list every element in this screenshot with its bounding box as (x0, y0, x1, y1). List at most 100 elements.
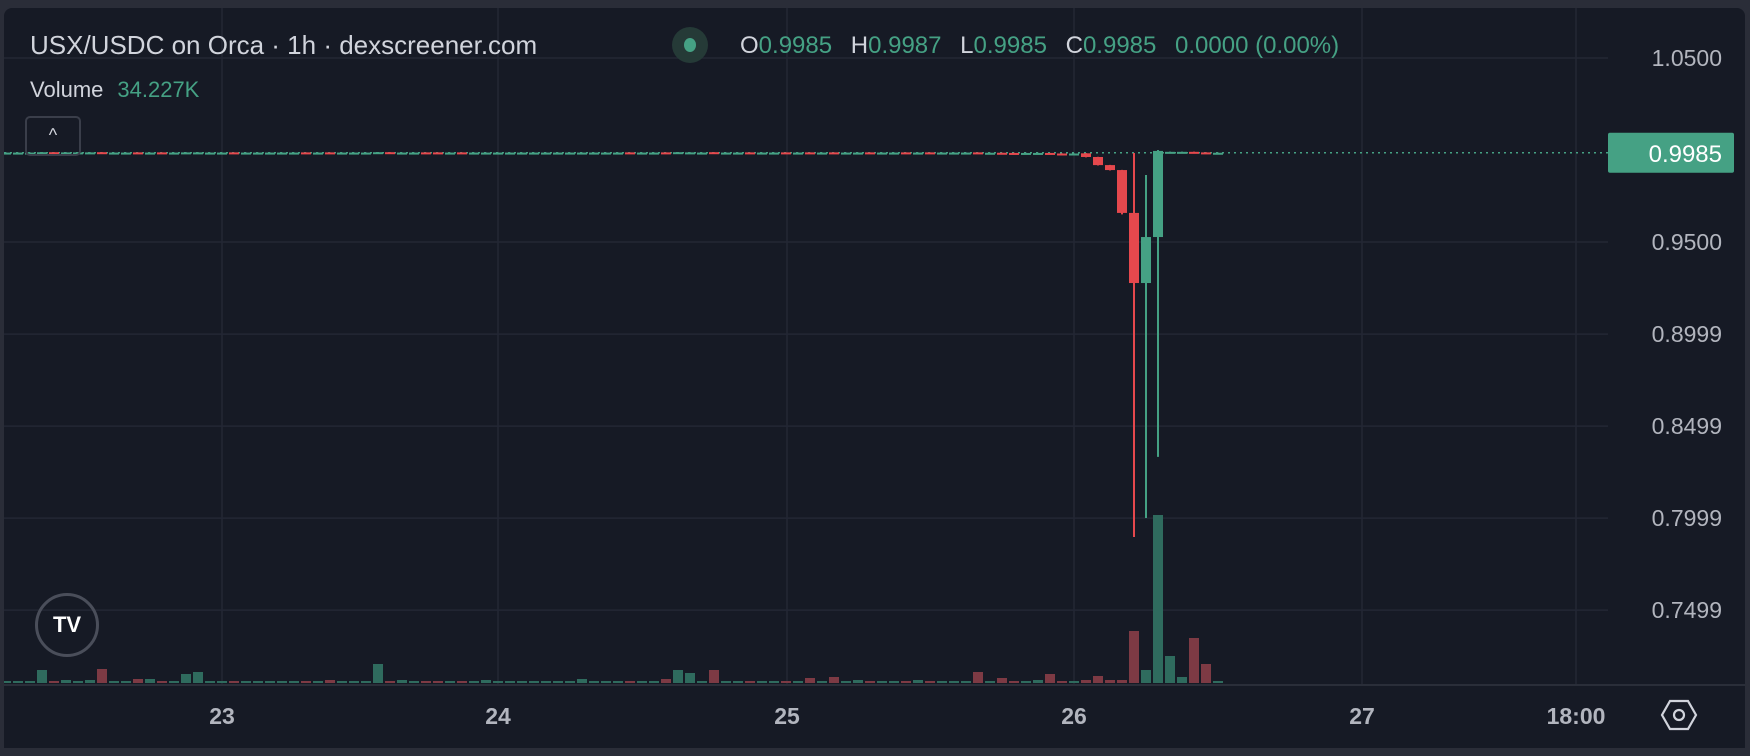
volume-bar (649, 681, 659, 683)
x-tick-label: 25 (774, 703, 800, 729)
candle-body (913, 152, 923, 155)
candle (541, 152, 551, 155)
volume-bar (589, 681, 599, 683)
candle-body (61, 152, 71, 155)
volume-bar (769, 681, 779, 683)
candle (937, 152, 947, 155)
volume-bar (145, 679, 155, 683)
candle (37, 152, 47, 155)
volume-bar (481, 680, 491, 683)
candle (1033, 152, 1043, 155)
candle-body (769, 152, 779, 155)
candle-body (1153, 150, 1163, 238)
volume-bar (289, 681, 299, 683)
volume-bar (277, 681, 287, 683)
y-tick-label: 1.0500 (1652, 45, 1722, 71)
y-tick-label: 0.8999 (1652, 321, 1722, 347)
candle-body (1009, 152, 1019, 155)
candle-body (265, 152, 275, 155)
volume-bar (109, 681, 119, 683)
volume-bar (361, 681, 371, 683)
candle-body (121, 152, 131, 155)
candle (733, 152, 743, 155)
tradingview-logo[interactable]: TV (35, 593, 99, 657)
volume-value: 34.227K (117, 77, 200, 102)
volume-bar (793, 681, 803, 683)
candle-body (205, 152, 215, 155)
x-tick-label: 18:00 (1547, 703, 1606, 729)
candle (949, 152, 959, 155)
candle (997, 152, 1007, 155)
candle (757, 152, 767, 155)
candle-body (25, 152, 35, 155)
candle-body (925, 152, 935, 155)
volume-bar (901, 681, 911, 683)
high-value: 0.9987 (868, 32, 942, 59)
candle-body (517, 152, 527, 155)
candle (913, 152, 923, 155)
candle (601, 152, 611, 155)
volume-bar (349, 681, 359, 683)
change-value: 0.0000 (0.00%) (1175, 32, 1340, 59)
candle-body (805, 152, 815, 155)
candle-body (1165, 151, 1175, 154)
candle-body (301, 152, 311, 155)
candle (805, 152, 815, 155)
volume-bar (313, 681, 323, 683)
candle (337, 152, 347, 155)
volume-bar (1045, 674, 1055, 683)
candle-body (1081, 153, 1091, 157)
volume-bar (1153, 515, 1163, 683)
candle (181, 152, 191, 155)
volume-bar (1093, 676, 1103, 683)
candle-body (937, 152, 947, 155)
candle-body (1105, 165, 1115, 171)
candle (673, 152, 683, 155)
volume-bar (217, 681, 227, 683)
volume-bar (85, 680, 95, 683)
candle (409, 152, 419, 155)
candle-body (709, 152, 719, 155)
y-tick-label: 0.9500 (1652, 229, 1722, 255)
candle (1045, 152, 1055, 155)
volume-bar (937, 681, 947, 683)
volume-bar (1177, 677, 1187, 683)
candle-body (1213, 152, 1223, 155)
candle-body (1201, 152, 1211, 155)
volume-bar (541, 681, 551, 683)
candle (577, 152, 587, 155)
settings-icon[interactable] (1660, 696, 1698, 734)
close-value: 0.9985 (1082, 32, 1157, 59)
candle (853, 152, 863, 155)
candle-body (469, 152, 479, 155)
chart-title: USX/USDC on Orca · 1h · dexscreener.com (30, 30, 538, 60)
candle-body (817, 152, 827, 155)
volume-bar (997, 678, 1007, 683)
candle (505, 152, 515, 155)
volume-bar (433, 681, 443, 683)
candle (493, 152, 503, 155)
volume-bar (493, 681, 503, 683)
ohlc-legend: O0.9985 H0.9987 L0.9985 C0.9985 0.0000 (… (740, 32, 1351, 60)
volume-bar (505, 681, 515, 683)
candle (133, 152, 143, 155)
volume-bar (817, 681, 827, 683)
candle (289, 152, 299, 155)
candlestick-chart[interactable]: 1.0500 0.9500 0.8999 0.8499 0.7999 0.7499 23 24… (4, 8, 1745, 748)
volume-bar (181, 674, 191, 683)
volume-bar (709, 670, 719, 683)
candle (901, 152, 911, 155)
volume-bar (61, 680, 71, 683)
candle-body (697, 152, 707, 155)
candle-body (685, 152, 695, 155)
candle-body (397, 152, 407, 155)
candle-body (193, 152, 203, 155)
volume-bar (877, 681, 887, 683)
candle-body (1189, 151, 1199, 154)
volume-bar (721, 681, 731, 683)
volume-bar (673, 670, 683, 683)
candle (877, 152, 887, 155)
volume-bar (1213, 680, 1223, 683)
candle (193, 152, 203, 155)
collapse-legend-button[interactable]: ^ (25, 116, 81, 156)
